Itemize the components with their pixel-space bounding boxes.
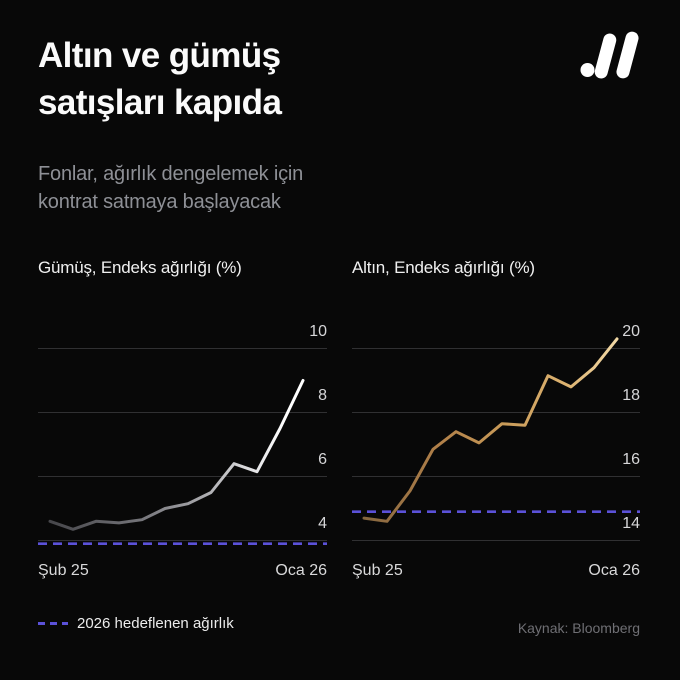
x-axis-label-end: Oca 26 (275, 562, 327, 579)
subtitle-line-2: kontrat satmaya başlayacak (38, 191, 281, 213)
silver-line-svg (38, 348, 327, 545)
legend-label: 2026 hedeflenen ağırlık (77, 614, 234, 632)
source-credit: Kaynak: Bloomberg (517, 620, 640, 636)
x-axis-label-end: Oca 26 (588, 562, 640, 579)
y-tick-label: 6 (318, 451, 327, 468)
gold-chart-title: Altın, Endeks ağırlığı (%) (352, 258, 535, 277)
gold-series-line (362, 337, 619, 523)
gold-x-axis: Şub 25 Oca 26 (352, 562, 640, 580)
y-tick-label: 16 (622, 451, 640, 468)
y-tick-label: 20 (622, 323, 640, 340)
silver-plot-area: 10 8 6 4 (38, 315, 327, 560)
title-line-2: satışları kapıda (38, 83, 282, 122)
y-tick-label: 14 (622, 515, 640, 532)
silver-chart-title: Gümüş, Endeks ağırlığı (%) (38, 258, 242, 277)
page-title: Altın ve gümüş satışları kapıda (38, 32, 282, 126)
y-tick-label: 8 (318, 387, 327, 404)
x-axis-label-start: Şub 25 (38, 562, 89, 579)
brand-logo-icon (580, 31, 639, 79)
y-tick-label: 10 (309, 323, 327, 340)
gold-plot-area: 20 18 16 14 (352, 315, 640, 560)
silver-series-line (48, 379, 305, 531)
title-line-1: Altın ve gümüş (38, 36, 281, 75)
subtitle-line-1: Fonlar, ağırlık dengelemek için (38, 163, 304, 185)
y-tick-label: 18 (622, 387, 640, 404)
gold-line-svg (352, 337, 640, 541)
silver-weight-chart: Gümüş, Endeks ağırlığı (%) 10 8 (38, 258, 327, 580)
silver-x-axis: Şub 25 Oca 26 (38, 562, 327, 580)
gold-weight-chart: Altın, Endeks ağırlığı (%) 20 18 (352, 258, 640, 580)
target-weight-legend: 2026 hedeflenen ağırlık (38, 612, 234, 634)
silver-gridlines (38, 348, 327, 541)
y-tick-label: 4 (318, 515, 327, 532)
x-axis-label-start: Şub 25 (352, 562, 403, 579)
gold-gridlines (352, 348, 640, 541)
dashed-line-swatch-icon (38, 621, 68, 625)
subtitle: Fonlar, ağırlık dengelemek için kontrat … (38, 160, 303, 216)
